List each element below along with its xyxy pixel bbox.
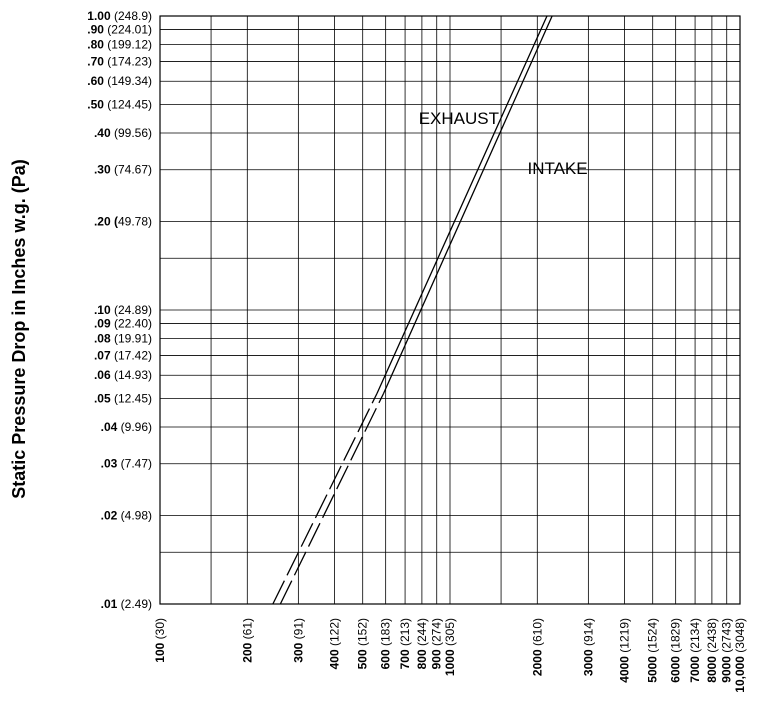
x-tick-label: 1000 (305) (443, 618, 457, 676)
exhaust-line (376, 15, 548, 394)
x-tick-labels: 100 (30) 200 (61) 300 (91) 400 (122) 500 (15… (153, 618, 747, 693)
y-tick-label: .04 (9.96) (101, 420, 152, 434)
x-tick-label: 2000 (610) (530, 618, 544, 676)
y-tick-label: .07 (17.42) (94, 349, 152, 363)
x-tick-label: 10,000 (3048) (733, 618, 747, 693)
x-tick-label: 5000 (1524) (646, 618, 660, 683)
y-tick-labels: 1.00 (248.9).90 (224.01).80 (199.12) .70 … (87, 9, 152, 611)
y-tick-label: .30 (74.67) (94, 163, 152, 177)
x-tick-label: 400 (122) (328, 618, 342, 669)
y-tick-label: .08 (19.91) (94, 331, 152, 345)
y-tick-label: .90 (224.01) (87, 22, 152, 36)
y-tick-label: .10 (24.89) (94, 303, 152, 317)
y-tick-label: .02 (4.98) (101, 508, 152, 522)
y-tick-label: 1.00 (248.9) (87, 9, 152, 23)
x-tick-label: 200 (61) (240, 618, 254, 663)
exhaust-line-dashed (272, 393, 378, 605)
x-tick-label: 600 (183) (379, 618, 393, 669)
x-tick-label: 500 (152) (356, 618, 370, 669)
chart-series: EXHAUST INTAKE (272, 15, 588, 605)
y-tick-label: .50 (124.45) (87, 98, 152, 112)
y-tick-label: .01 (2.49) (101, 597, 152, 611)
y-tick-label: .05 (12.45) (94, 392, 152, 406)
exhaust-label: EXHAUST (419, 109, 499, 128)
x-tick-label: 7000 (2134) (688, 618, 702, 683)
intake-line-dashed (279, 393, 385, 605)
x-tick-label: 9000 (2743) (720, 618, 734, 683)
x-tick-label: 700 (213) (398, 618, 412, 669)
y-tick-label: .80 (199.12) (87, 37, 152, 51)
y-tick-label: .06 (14.93) (94, 368, 152, 382)
x-tick-label: 100 (30) (153, 618, 167, 663)
y-axis-label: Static Pressure Drop in Inches w.g. (Pa) (9, 159, 29, 498)
x-tick-label: 6000 (1829) (669, 618, 683, 683)
y-tick-label: .03 (7.47) (101, 457, 152, 471)
y-tick-label: .60 (149.34) (87, 74, 152, 88)
y-tick-label: .20 (49.78) (94, 214, 152, 228)
intake-line (382, 15, 553, 394)
y-tick-label: .09 (22.40) (94, 316, 152, 330)
x-tick-label: 300 (91) (291, 618, 305, 663)
x-tick-label: 4000 (1219) (618, 618, 632, 683)
x-tick-label: 900 (274) (430, 618, 444, 669)
x-tick-label: 8000 (2438) (705, 618, 719, 683)
intake-label: INTAKE (527, 159, 587, 178)
x-tick-label: 800 (244) (415, 618, 429, 669)
x-tick-label: 3000 (914) (581, 618, 595, 676)
y-tick-label: .70 (174.23) (87, 55, 152, 69)
chart-grid (159, 15, 741, 605)
y-tick-label: .40 (99.56) (94, 126, 152, 140)
